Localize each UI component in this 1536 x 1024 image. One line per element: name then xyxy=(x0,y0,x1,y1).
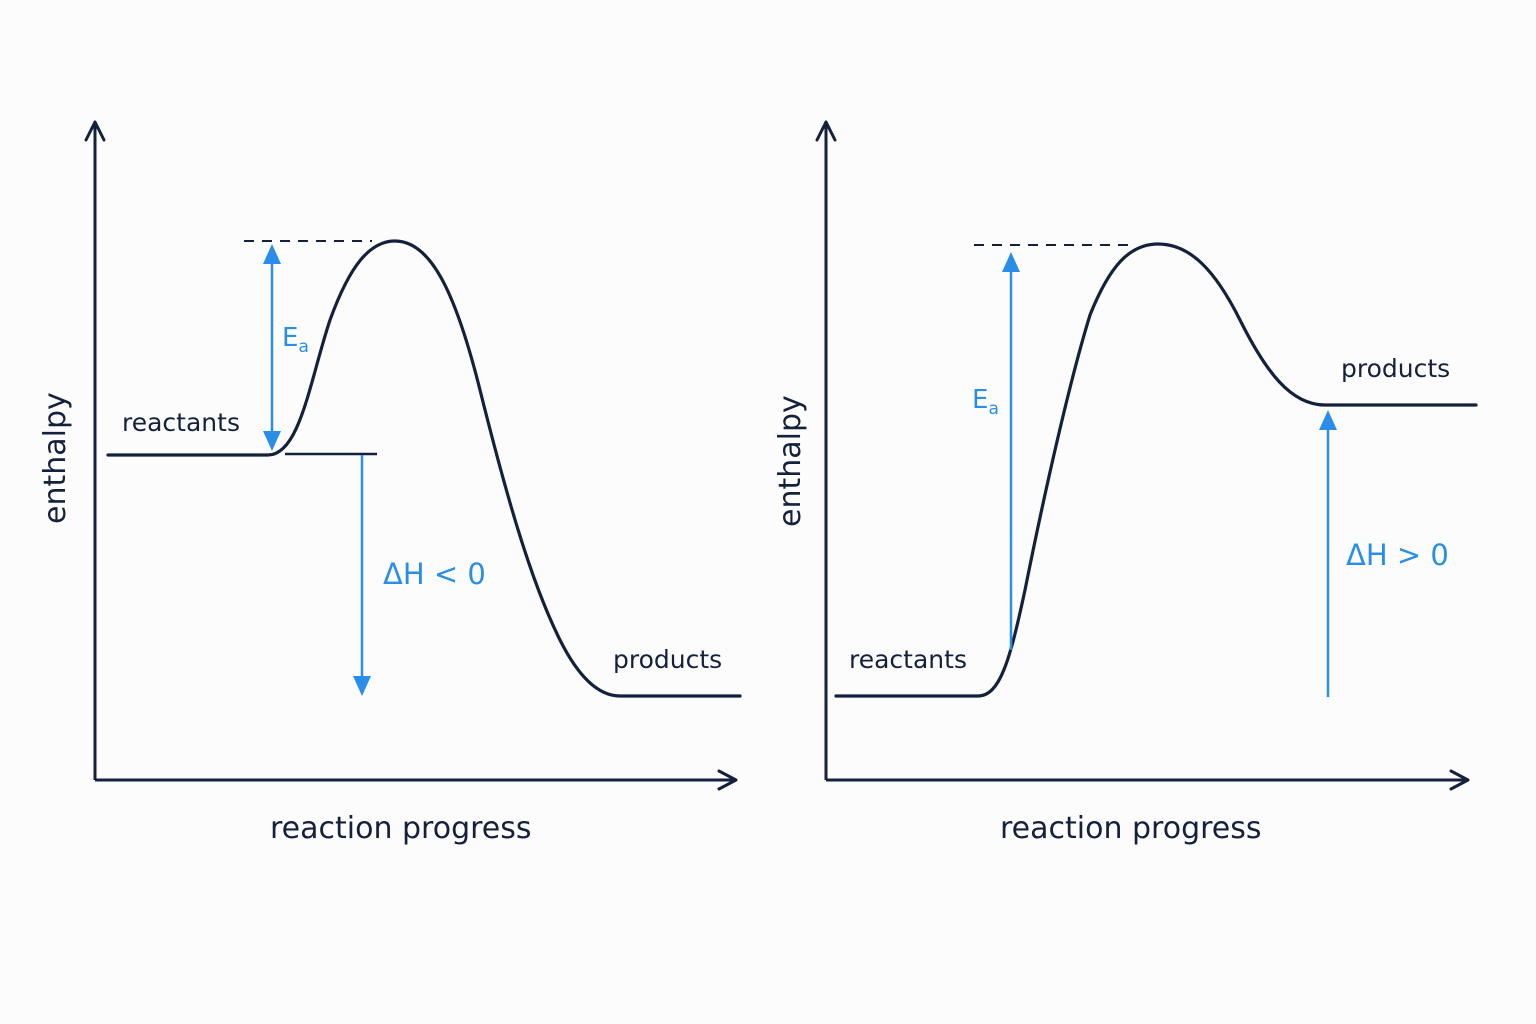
reaction-energy-curve xyxy=(834,242,1478,698)
reactants-label: reactants xyxy=(122,408,240,437)
reaction-energy-curve xyxy=(106,239,742,698)
exothermic-diagram: reactants products Ea ΔH < 0 reaction pr… xyxy=(38,120,742,846)
x-axis-label: reaction progress xyxy=(270,811,532,846)
products-label: products xyxy=(1341,354,1450,383)
activation-energy-arrowhead-up xyxy=(1002,252,1020,272)
products-label: products xyxy=(613,645,722,674)
x-axis-arrowhead xyxy=(717,769,738,791)
y-axis-arrowhead xyxy=(815,120,837,142)
y-axis-arrowhead xyxy=(84,120,106,142)
x-axis-label: reaction progress xyxy=(1000,811,1262,846)
delta-h-arrowhead-down xyxy=(353,676,371,696)
delta-h-label: ΔH < 0 xyxy=(383,557,486,591)
y-axis-label: enthalpy xyxy=(38,392,73,524)
activation-energy-label: Ea xyxy=(282,323,309,357)
endothermic-diagram: reactants products Ea ΔH > 0 reaction pr… xyxy=(773,120,1478,846)
activation-energy-arrowhead-down xyxy=(263,431,281,451)
reactants-label: reactants xyxy=(849,645,967,674)
delta-h-label: ΔH > 0 xyxy=(1346,538,1449,572)
activation-energy-arrowhead-up xyxy=(263,244,281,264)
delta-h-arrowhead-up xyxy=(1319,410,1337,430)
x-axis-arrowhead xyxy=(1449,769,1470,791)
activation-energy-label: Ea xyxy=(972,385,999,419)
y-axis-label: enthalpy xyxy=(773,395,808,527)
